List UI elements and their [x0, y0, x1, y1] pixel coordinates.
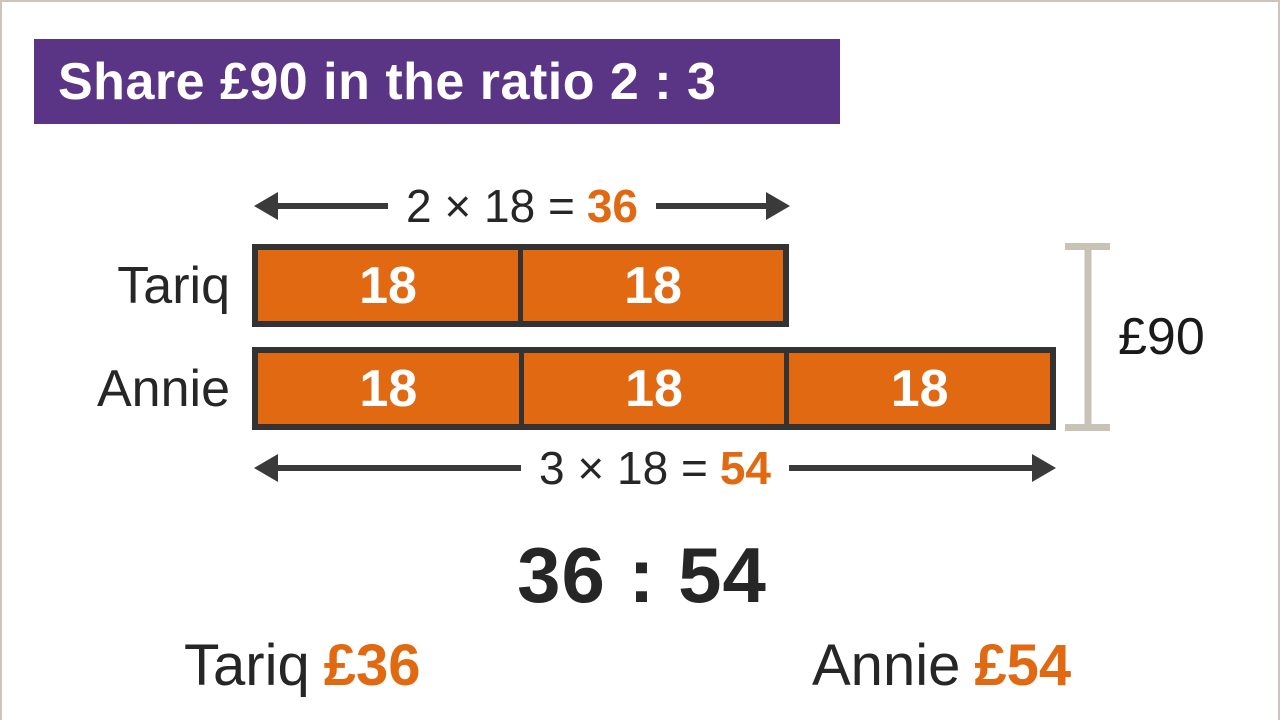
allocation-amount: £54	[974, 633, 1072, 698]
row-label-annie: Annie	[97, 359, 230, 418]
arrow-line	[656, 203, 766, 209]
bar-segment: 18	[784, 353, 1050, 424]
top-arrow-result: 36	[586, 180, 638, 232]
arrow-line	[789, 465, 1032, 471]
arrow-line	[278, 203, 388, 209]
bottom-arrow-expression: 3 × 18 =	[539, 442, 708, 494]
row-label-tariq: Tariq	[117, 256, 230, 315]
allocation-annie: Annie £54	[812, 632, 1071, 699]
left-arrowhead-icon	[254, 192, 278, 220]
bottom-dimension-arrow: 3 × 18 = 54	[254, 440, 1056, 496]
title-banner: Share £90 in the ratio 2 : 3	[34, 39, 840, 124]
ratio-result: 36 : 54	[517, 531, 767, 619]
top-arrow-expression: 2 × 18 =	[406, 180, 575, 232]
bottom-arrow-label: 3 × 18 = 54	[539, 441, 771, 495]
allocation-name: Annie	[812, 633, 961, 698]
total-bracket-icon	[1065, 243, 1110, 431]
bar-segment: 18	[518, 353, 785, 424]
bar-segment: 18	[518, 250, 783, 321]
total-amount-label: £90	[1118, 308, 1205, 366]
bar-tariq: 18 18	[252, 244, 789, 327]
bottom-arrow-result: 54	[719, 442, 771, 494]
bar-segment: 18	[359, 359, 418, 418]
allocation-amount: £36	[323, 633, 421, 698]
allocation-tariq: Tariq £36	[184, 632, 421, 699]
right-arrowhead-icon	[766, 192, 790, 220]
right-arrowhead-icon	[1032, 454, 1056, 482]
top-arrow-label: 2 × 18 = 36	[406, 179, 638, 233]
bar-segment: 18	[359, 256, 417, 315]
allocation-name: Tariq	[184, 633, 310, 698]
bar-annie: 18 18 18	[252, 347, 1056, 430]
arrow-line	[278, 465, 521, 471]
top-dimension-arrow: 2 × 18 = 36	[254, 178, 790, 234]
left-arrowhead-icon	[254, 454, 278, 482]
page-title: Share £90 in the ratio 2 : 3	[58, 52, 717, 111]
